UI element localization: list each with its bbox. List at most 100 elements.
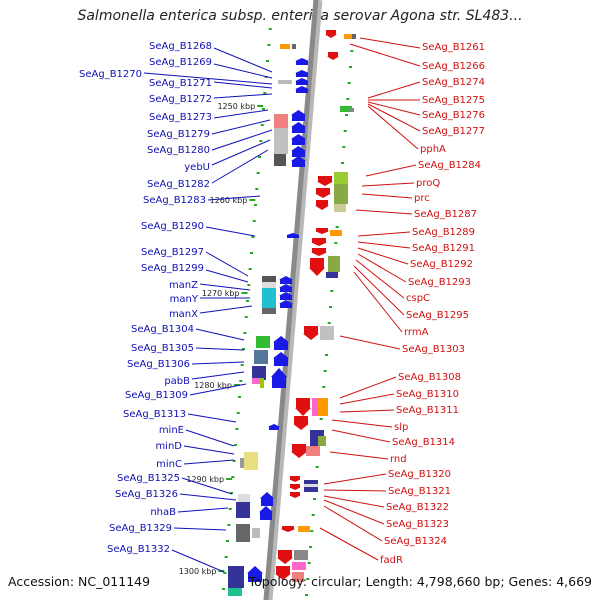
gene-feature-box[interactable] [252,378,260,384]
gene-label-right[interactable]: rnd [390,454,407,465]
forward-gene-arrow[interactable] [291,122,306,133]
gene-feature-box[interactable] [328,256,340,272]
gene-label-right[interactable]: SeAg_B1320 [388,469,451,480]
reverse-gene-arrow[interactable] [281,526,295,532]
reverse-gene-arrow[interactable] [289,492,301,498]
gene-label-right[interactable]: SeAg_B1291 [412,243,475,254]
gene-feature-box[interactable] [320,326,334,340]
reverse-gene-arrow[interactable] [315,188,331,198]
forward-gene-arrow[interactable] [291,146,306,157]
forward-gene-arrow[interactable] [286,233,300,238]
gene-feature-box[interactable] [292,572,304,582]
gene-feature-box[interactable] [238,494,250,502]
gene-feature-box[interactable] [252,366,266,380]
gene-label-left[interactable]: nhaB [150,507,176,518]
gene-label-right[interactable]: SeAg_B1295 [406,310,469,321]
gene-label-right[interactable]: SeAg_B1308 [398,372,461,383]
reverse-gene-arrow[interactable] [311,248,327,256]
gene-feature-box[interactable] [236,524,250,542]
gene-label-right[interactable]: SeAg_B1293 [408,277,471,288]
gene-label-left[interactable]: SeAg_B1299 [141,263,204,274]
forward-gene-arrow[interactable] [247,566,263,582]
gene-feature-box[interactable] [292,562,306,570]
gene-feature-box[interactable] [262,308,276,314]
gene-label-left[interactable]: SeAg_B1272 [149,94,212,105]
gene-feature-box[interactable] [344,34,352,39]
forward-gene-arrow[interactable] [295,86,309,93]
gene-label-right[interactable]: SeAg_B1292 [410,259,473,270]
gene-feature-box[interactable] [334,172,348,184]
gene-label-left[interactable]: SeAg_B1290 [141,221,204,232]
gene-feature-box[interactable] [240,458,244,468]
reverse-gene-arrow[interactable] [311,238,327,246]
forward-gene-arrow[interactable] [279,276,293,284]
gene-feature-box[interactable] [262,282,276,288]
forward-gene-arrow[interactable] [291,110,306,121]
gene-feature-box[interactable] [256,336,270,348]
gene-feature-box[interactable] [274,128,288,154]
gene-label-right[interactable]: SeAg_B1261 [422,42,485,53]
reverse-gene-arrow[interactable] [315,228,329,234]
reverse-gene-arrow[interactable] [317,176,333,186]
gene-label-left[interactable]: SeAg_B1268 [149,41,212,52]
forward-gene-arrow[interactable] [260,492,274,506]
gene-label-right[interactable]: SeAg_B1321 [388,486,451,497]
gene-feature-box[interactable] [274,154,286,166]
gene-label-right[interactable]: SeAg_B1275 [422,95,485,106]
reverse-gene-arrow[interactable] [291,444,307,458]
gene-label-right[interactable]: SeAg_B1276 [422,110,485,121]
forward-gene-arrow[interactable] [259,506,273,520]
gene-label-left[interactable]: SeAg_B1280 [147,145,210,156]
reverse-gene-arrow[interactable] [295,398,311,416]
gene-feature-box[interactable] [280,44,290,49]
gene-label-right[interactable]: prc [414,193,430,204]
gene-feature-box[interactable] [304,484,318,487]
gene-feature-box[interactable] [334,204,346,212]
gene-label-right[interactable]: slp [394,422,408,433]
reverse-gene-arrow[interactable] [325,30,337,38]
gene-label-right[interactable]: SeAg_B1324 [384,536,447,547]
gene-label-left[interactable]: SeAg_B1269 [149,57,212,68]
reverse-gene-arrow[interactable] [315,200,329,210]
gene-feature-box[interactable] [298,526,310,532]
reverse-gene-arrow[interactable] [327,52,339,60]
forward-gene-arrow[interactable] [273,336,289,350]
gene-feature-box[interactable] [350,108,354,112]
reverse-gene-arrow[interactable] [277,550,293,564]
reverse-gene-arrow[interactable] [289,476,301,482]
gene-feature-box[interactable] [254,350,268,364]
forward-gene-arrow[interactable] [295,78,309,85]
reverse-gene-arrow[interactable] [309,258,325,276]
gene-label-left[interactable]: yebU [184,162,210,173]
gene-label-left[interactable]: SeAg_B1273 [149,112,212,123]
reverse-gene-arrow[interactable] [275,566,291,580]
gene-label-right[interactable]: SeAg_B1310 [396,389,459,400]
gene-label-left[interactable]: SeAg_B1325 [117,473,180,484]
gene-label-right[interactable]: SeAg_B1266 [422,61,485,72]
gene-feature-box[interactable] [252,528,260,538]
gene-label-left[interactable]: SeAg_B1271 [149,78,212,89]
gene-feature-box[interactable] [340,106,352,112]
gene-label-left[interactable]: manZ [169,280,198,291]
gene-feature-box[interactable] [236,502,250,518]
gene-label-right[interactable]: SeAg_B1322 [386,502,449,513]
forward-gene-arrow[interactable] [295,58,309,65]
forward-gene-arrow[interactable] [291,134,306,145]
gene-feature-box[interactable] [274,114,288,128]
gene-feature-box[interactable] [312,398,320,416]
gene-label-right[interactable]: SeAg_B1303 [402,344,465,355]
gene-label-left[interactable]: SeAg_B1309 [125,390,188,401]
gene-label-left[interactable]: SeAg_B1279 [147,129,210,140]
gene-label-left[interactable]: SeAg_B1332 [107,544,170,555]
gene-label-left[interactable]: SeAg_B1306 [127,359,190,370]
gene-feature-box[interactable] [260,378,264,388]
forward-gene-arrow[interactable] [271,368,287,388]
gene-label-left[interactable]: SeAg_B1329 [109,523,172,534]
gene-label-right[interactable]: SeAg_B1284 [418,160,481,171]
gene-feature-box[interactable] [262,276,276,282]
gene-label-left[interactable]: SeAg_B1305 [131,343,194,354]
gene-label-right[interactable]: SeAg_B1287 [414,209,477,220]
gene-label-left[interactable]: minD [155,441,182,452]
gene-feature-box[interactable] [306,446,320,456]
forward-gene-arrow[interactable] [291,156,306,167]
